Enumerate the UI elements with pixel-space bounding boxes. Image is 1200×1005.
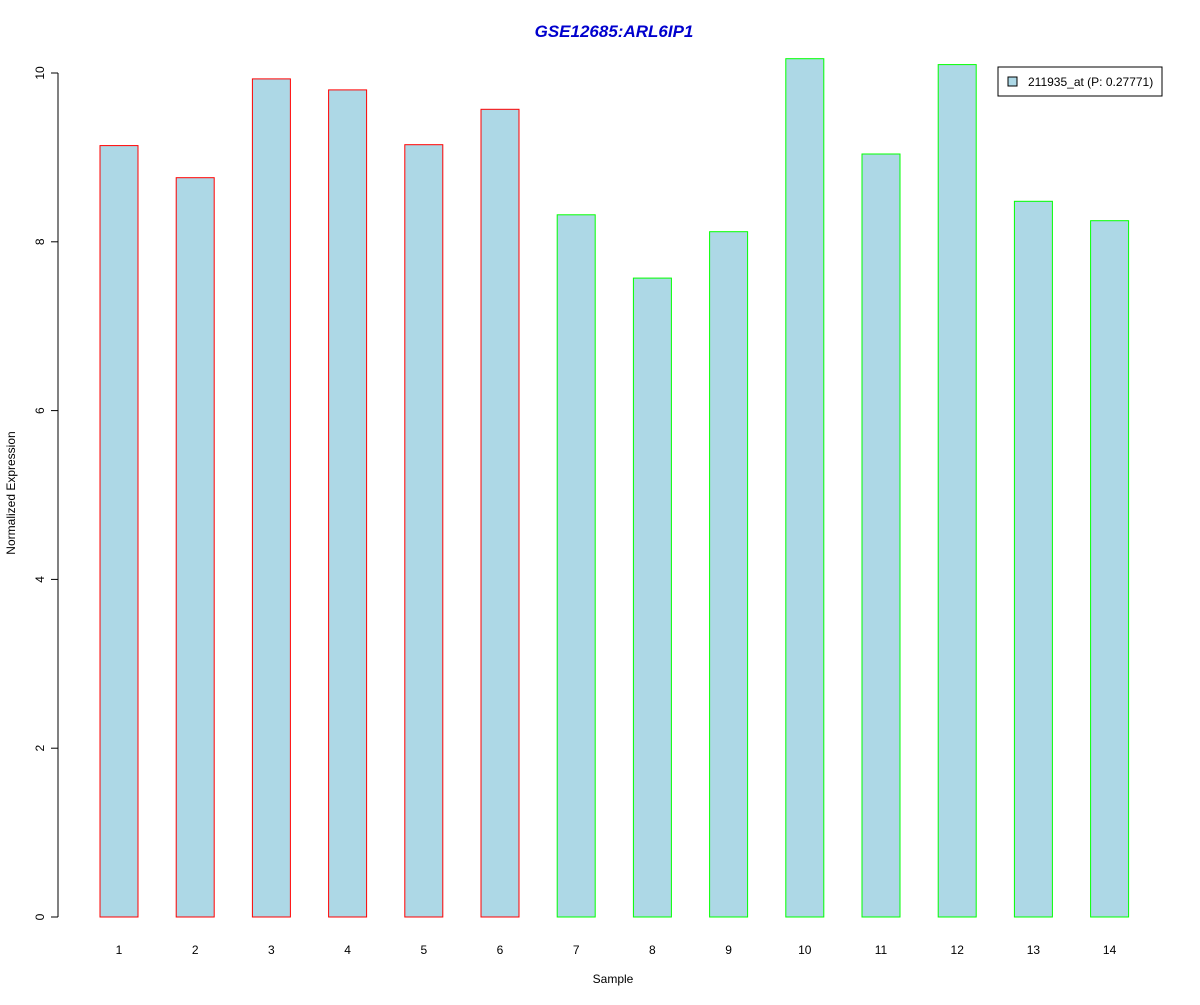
y-axis-tick-label: 0 — [33, 913, 47, 920]
legend-label: 211935_at (P: 0.27771) — [1028, 75, 1153, 89]
y-axis: 0 2 4 6 8 10 — [33, 66, 59, 920]
bar-sample-1 — [99, 145, 139, 918]
y-axis-tick-label: 8 — [33, 238, 47, 245]
x-axis-tick-label: 9 — [725, 943, 732, 957]
bar-sample-14 — [1090, 220, 1130, 918]
x-axis-tick-label: 7 — [573, 943, 580, 957]
x-axis-tick-label: 1 — [116, 943, 123, 957]
y-axis-tick-label: 4 — [33, 576, 47, 583]
x-axis-label: Sample — [593, 972, 634, 986]
bar-sample-3 — [251, 78, 291, 918]
x-axis-tick-label: 2 — [192, 943, 199, 957]
x-axis-tick-label: 5 — [420, 943, 427, 957]
x-axis-tick-label: 14 — [1103, 943, 1117, 957]
x-axis-tick-label: 3 — [268, 943, 275, 957]
x-axis-tick-label: 10 — [798, 943, 812, 957]
y-axis-tick-label: 2 — [33, 745, 47, 752]
x-axis-tick-label: 11 — [875, 943, 888, 957]
bar-sample-5 — [404, 144, 444, 918]
y-axis-tick-label: 6 — [33, 407, 47, 414]
x-axis-tick-label: 13 — [1027, 943, 1041, 957]
bars-group — [99, 58, 1130, 918]
bar-sample-7 — [556, 214, 596, 918]
y-axis-tick-label: 10 — [33, 66, 47, 80]
bar-sample-13 — [1013, 200, 1053, 918]
bar-sample-2 — [175, 177, 215, 918]
x-axis-tick-labels: 1 2 3 4 5 6 7 8 9 10 11 12 13 14 — [116, 943, 1117, 957]
legend-swatch — [1007, 76, 1018, 87]
x-axis-tick-label: 4 — [344, 943, 351, 957]
chart-title: GSE12685:ARL6IP1 — [535, 22, 694, 41]
bar-sample-11 — [861, 153, 901, 918]
x-axis-tick-label: 6 — [497, 943, 504, 957]
legend: 211935_at (P: 0.27771) — [997, 66, 1163, 97]
x-axis-tick-label: 8 — [649, 943, 656, 957]
legend-box — [997, 66, 1163, 97]
x-axis-tick-label: 12 — [951, 943, 965, 957]
bar-sample-10 — [785, 58, 825, 918]
bar-sample-12 — [937, 64, 977, 918]
bar-sample-6 — [480, 108, 520, 918]
bar-sample-4 — [328, 89, 368, 918]
bar-sample-8 — [632, 277, 672, 918]
y-axis-label: Normalized Expression — [4, 431, 18, 554]
bar-sample-9 — [709, 231, 749, 918]
